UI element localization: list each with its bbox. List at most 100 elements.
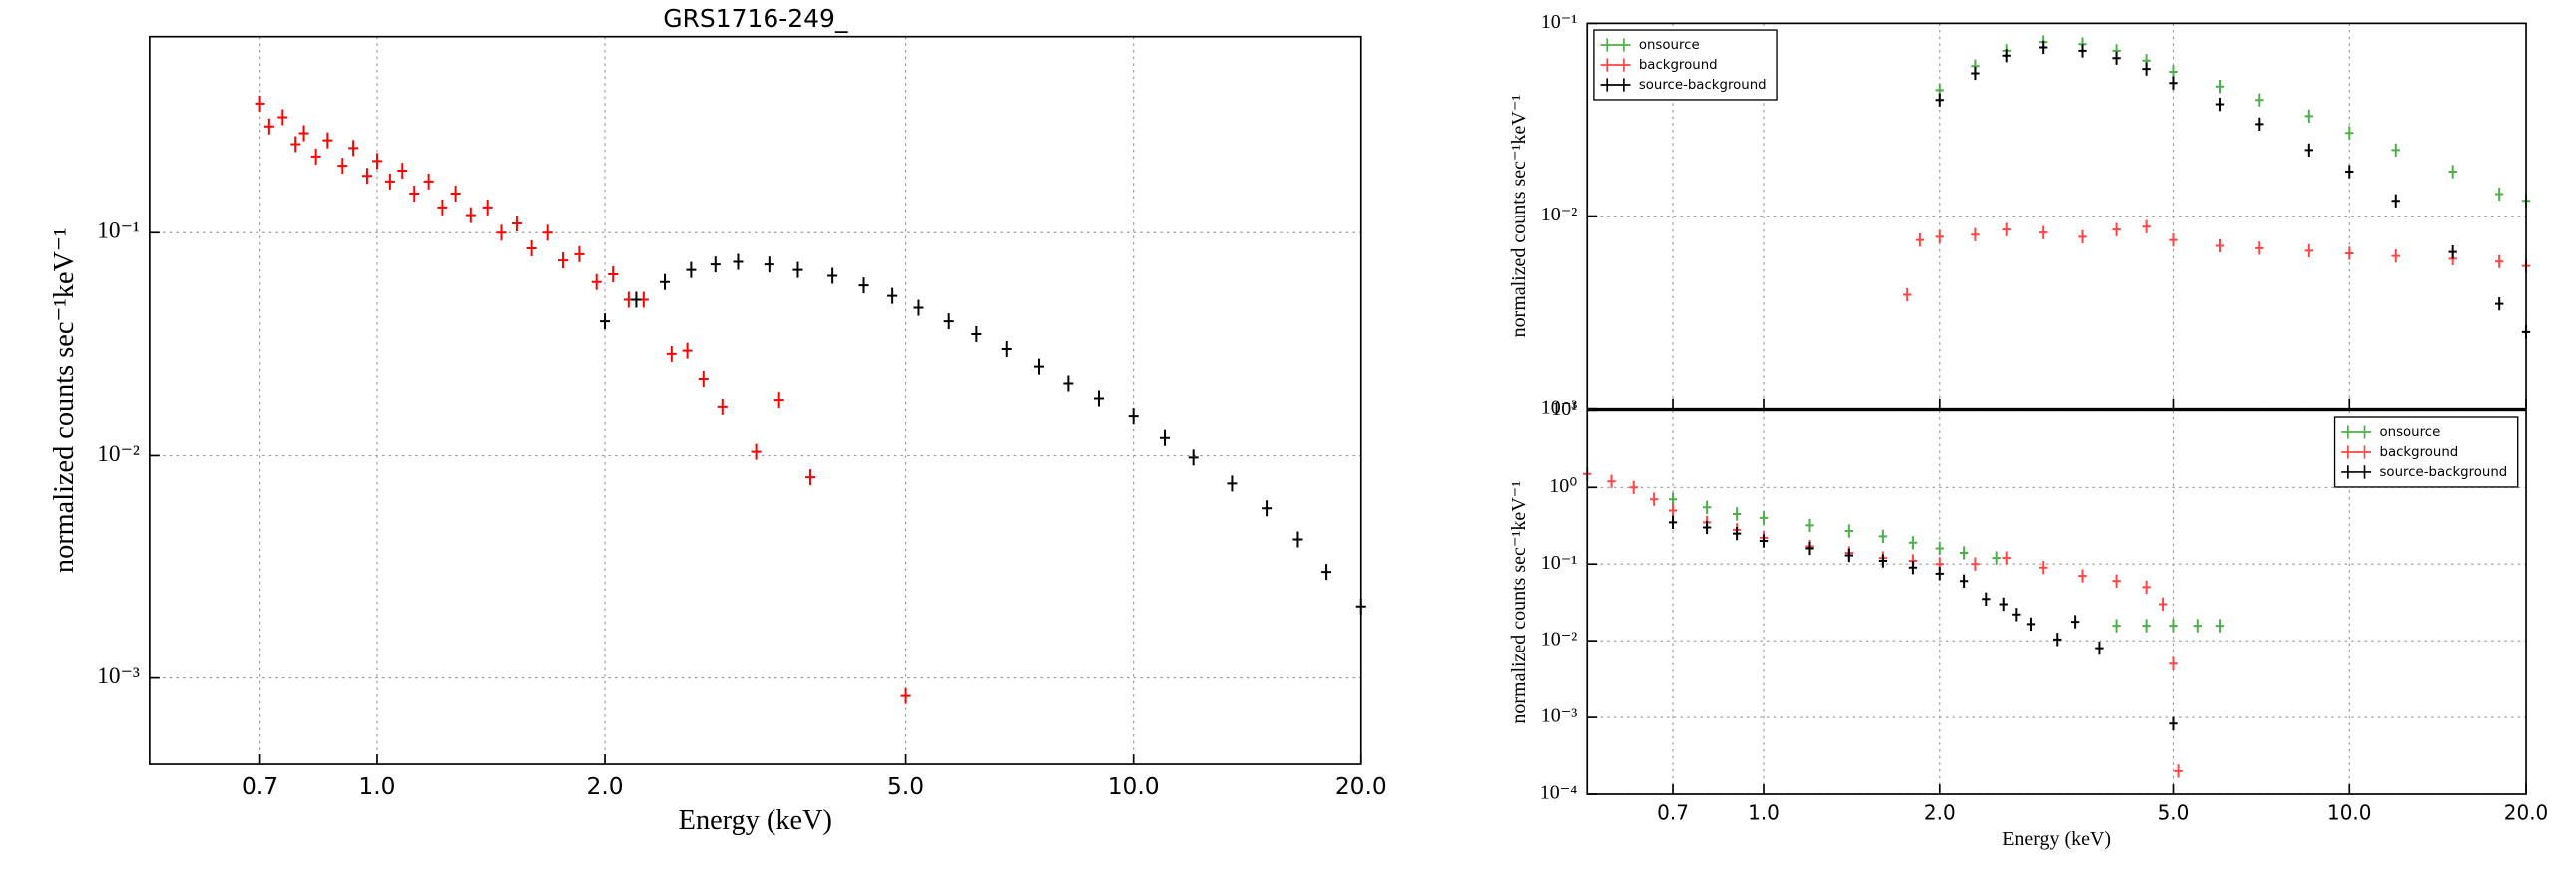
data-point bbox=[1262, 500, 1273, 517]
data-point bbox=[2002, 49, 2011, 63]
data-point bbox=[2169, 233, 2178, 247]
data-point bbox=[2304, 109, 2313, 124]
data-point bbox=[465, 207, 476, 223]
data-point bbox=[943, 313, 954, 330]
legend-label: onsource bbox=[1639, 38, 1700, 53]
data-point bbox=[2345, 126, 2354, 140]
data-point bbox=[1903, 287, 1912, 302]
x-tick-label: 20.0 bbox=[1335, 773, 1387, 800]
data-point bbox=[1063, 375, 1074, 392]
data-point bbox=[337, 158, 348, 175]
data-point bbox=[1982, 592, 1991, 606]
data-point bbox=[887, 287, 898, 304]
data-point bbox=[2026, 617, 2036, 632]
data-point bbox=[1321, 564, 1332, 581]
data-point bbox=[666, 345, 677, 362]
data-point bbox=[2142, 219, 2151, 233]
data-point bbox=[827, 267, 838, 284]
plot-frame bbox=[1586, 409, 2527, 795]
y-tick-label: 10¹ bbox=[1551, 398, 1577, 420]
data-point bbox=[2039, 561, 2048, 575]
chart-title: GRS1716-249_ bbox=[663, 4, 848, 33]
data-point bbox=[805, 469, 816, 486]
y-axis-label: normalized counts sec⁻¹keV⁻¹ bbox=[1508, 481, 1530, 724]
data-point bbox=[1935, 567, 1944, 581]
data-point bbox=[2002, 222, 2011, 236]
data-point bbox=[371, 153, 382, 170]
data-point bbox=[2158, 597, 2168, 612]
data-point bbox=[1668, 503, 1678, 518]
data-point bbox=[971, 326, 982, 343]
data-point bbox=[348, 140, 359, 157]
data-point bbox=[1935, 229, 1944, 244]
data-point bbox=[2002, 551, 2011, 565]
data-point bbox=[773, 392, 784, 409]
data-point bbox=[1649, 492, 1659, 506]
data-point bbox=[631, 291, 642, 308]
y-tick-label: 10⁻² bbox=[1541, 629, 1578, 651]
data-point bbox=[322, 132, 333, 149]
data-point bbox=[1629, 480, 1638, 494]
data-point bbox=[1878, 529, 1888, 544]
x-tick-label: 1.0 bbox=[1748, 800, 1780, 824]
data-point bbox=[1668, 492, 1678, 506]
data-point bbox=[450, 185, 461, 202]
data-point bbox=[2169, 656, 2178, 670]
data-point bbox=[1732, 526, 1742, 541]
data-point bbox=[397, 163, 408, 180]
x-tick-label: 0.7 bbox=[1657, 800, 1689, 824]
x-tick-label: 0.7 bbox=[242, 773, 278, 800]
data-point bbox=[2345, 246, 2354, 260]
data-point bbox=[1971, 66, 1980, 81]
x-tick-label: 10.0 bbox=[1108, 773, 1160, 800]
data-point bbox=[1935, 93, 1944, 107]
legend-label: source-background bbox=[1639, 78, 1767, 93]
y-tick-label: 10⁻² bbox=[97, 441, 140, 467]
data-point bbox=[1001, 340, 1012, 357]
data-point bbox=[2255, 117, 2264, 132]
x-axis-label: Energy (keV) bbox=[679, 805, 832, 836]
data-point bbox=[792, 261, 803, 278]
x-tick-label: 20.0 bbox=[2504, 800, 2548, 824]
data-point bbox=[2215, 619, 2225, 633]
legend-swatch bbox=[2341, 445, 2372, 459]
data-point bbox=[496, 224, 507, 241]
x-tick-label: 2.0 bbox=[1924, 800, 1956, 824]
data-point bbox=[1971, 227, 1980, 241]
data-point bbox=[2448, 245, 2457, 259]
x-axis-label: Energy (keV) bbox=[2002, 828, 2111, 850]
data-point bbox=[1878, 554, 1888, 568]
data-point bbox=[751, 443, 762, 460]
data-point bbox=[1908, 536, 1918, 550]
data-point bbox=[1844, 548, 1853, 563]
y-tick-label: 10⁻³ bbox=[1541, 396, 1578, 418]
data-point bbox=[1188, 449, 1199, 466]
data-point bbox=[1759, 534, 1769, 548]
legend-swatch bbox=[1600, 78, 1631, 92]
data-point bbox=[557, 252, 568, 269]
y-tick-label: 10⁻⁴ bbox=[1540, 782, 1578, 804]
data-point bbox=[1732, 507, 1742, 521]
data-point bbox=[2078, 229, 2087, 244]
data-point bbox=[2215, 80, 2225, 94]
plot-frame bbox=[1586, 22, 2527, 410]
legend-label: source-background bbox=[2380, 465, 2508, 480]
data-point bbox=[361, 168, 372, 185]
data-point bbox=[2070, 615, 2080, 629]
data-point bbox=[1805, 518, 1814, 533]
data-point bbox=[2039, 40, 2048, 55]
data-point bbox=[482, 199, 493, 216]
legend-swatch bbox=[1600, 38, 1631, 52]
legend-label: onsource bbox=[2380, 425, 2441, 440]
data-point bbox=[255, 95, 265, 112]
data-point bbox=[1759, 511, 1769, 525]
data-point bbox=[542, 224, 553, 241]
plot-frame bbox=[149, 35, 1362, 765]
data-point bbox=[900, 687, 911, 704]
data-point bbox=[290, 136, 301, 153]
legend-swatch bbox=[2341, 465, 2372, 479]
data-point bbox=[2495, 296, 2504, 311]
data-point bbox=[1999, 597, 2008, 612]
data-point bbox=[1844, 524, 1853, 538]
data-point bbox=[2169, 716, 2178, 730]
